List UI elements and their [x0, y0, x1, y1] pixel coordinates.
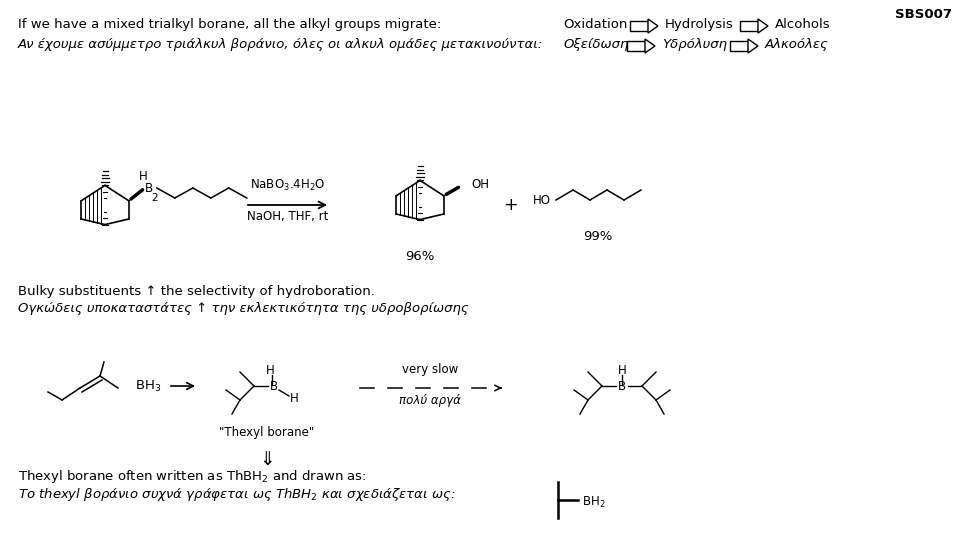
Text: To thexyl βοράνιο συχνά γράφεται ως ThBH$_2$ και σχεδιάζεται ως:: To thexyl βοράνιο συχνά γράφεται ως ThBH… — [18, 486, 456, 503]
Text: 2: 2 — [152, 193, 158, 203]
Text: Οξείδωση: Οξείδωση — [563, 38, 628, 51]
Polygon shape — [630, 21, 648, 31]
Text: πολύ αργά: πολύ αργά — [399, 394, 461, 407]
Text: H: H — [138, 169, 147, 182]
Text: Oxidation: Oxidation — [563, 18, 627, 31]
Text: +: + — [503, 196, 517, 214]
Polygon shape — [758, 19, 768, 33]
Text: Ογκώδεις υποκαταστάτες ↑ την εκλεκτικότητα της υδροβορίωσης: Ογκώδεις υποκαταστάτες ↑ την εκλεκτικότη… — [18, 302, 469, 315]
Text: ⇓: ⇓ — [259, 450, 275, 469]
Text: 99%: 99% — [583, 230, 613, 243]
Text: B: B — [145, 181, 152, 194]
Text: B: B — [269, 379, 278, 393]
Polygon shape — [748, 39, 758, 53]
Text: If we have a mixed trialkyl borane, all the alkyl groups migrate:: If we have a mixed trialkyl borane, all … — [18, 18, 441, 31]
Text: Αν έχουμε ασύμμετρο τριάλκυλ βοράνιο, όλες οι αλκυλ ομάδες μετακινούνται:: Αν έχουμε ασύμμετρο τριάλκυλ βοράνιο, όλ… — [18, 38, 543, 51]
Text: "Thexyl borane": "Thexyl borane" — [220, 426, 315, 439]
Text: NaBO$_3$.4H$_2$O: NaBO$_3$.4H$_2$O — [250, 178, 326, 193]
Text: Αλκοόλες: Αλκοόλες — [765, 38, 829, 51]
Text: OH: OH — [472, 177, 490, 191]
Text: BH$_2$: BH$_2$ — [582, 495, 605, 509]
Text: SBS007: SBS007 — [895, 8, 952, 21]
Polygon shape — [648, 19, 658, 33]
Text: Υδρόλυση: Υδρόλυση — [662, 38, 727, 51]
Text: Hydrolysis: Hydrolysis — [665, 18, 734, 31]
Text: Bulky substituents ↑ the selectivity of hydroboration.: Bulky substituents ↑ the selectivity of … — [18, 285, 375, 298]
Text: H: H — [290, 391, 298, 405]
Text: 96%: 96% — [406, 250, 434, 263]
Polygon shape — [740, 21, 758, 31]
Text: H: H — [618, 364, 626, 377]
Text: very slow: very slow — [402, 363, 458, 376]
Polygon shape — [730, 41, 748, 51]
Polygon shape — [627, 41, 645, 51]
Polygon shape — [645, 39, 655, 53]
Text: BH$_3$: BH$_3$ — [135, 378, 161, 394]
Text: Thexyl borane often written as ThBH$_2$ and drawn as:: Thexyl borane often written as ThBH$_2$ … — [18, 468, 366, 485]
Text: HO: HO — [533, 193, 551, 206]
Text: B: B — [618, 379, 626, 393]
Text: Alcohols: Alcohols — [775, 18, 830, 31]
Text: H: H — [266, 364, 274, 377]
Text: NaOH, THF, rt: NaOH, THF, rt — [247, 210, 329, 223]
